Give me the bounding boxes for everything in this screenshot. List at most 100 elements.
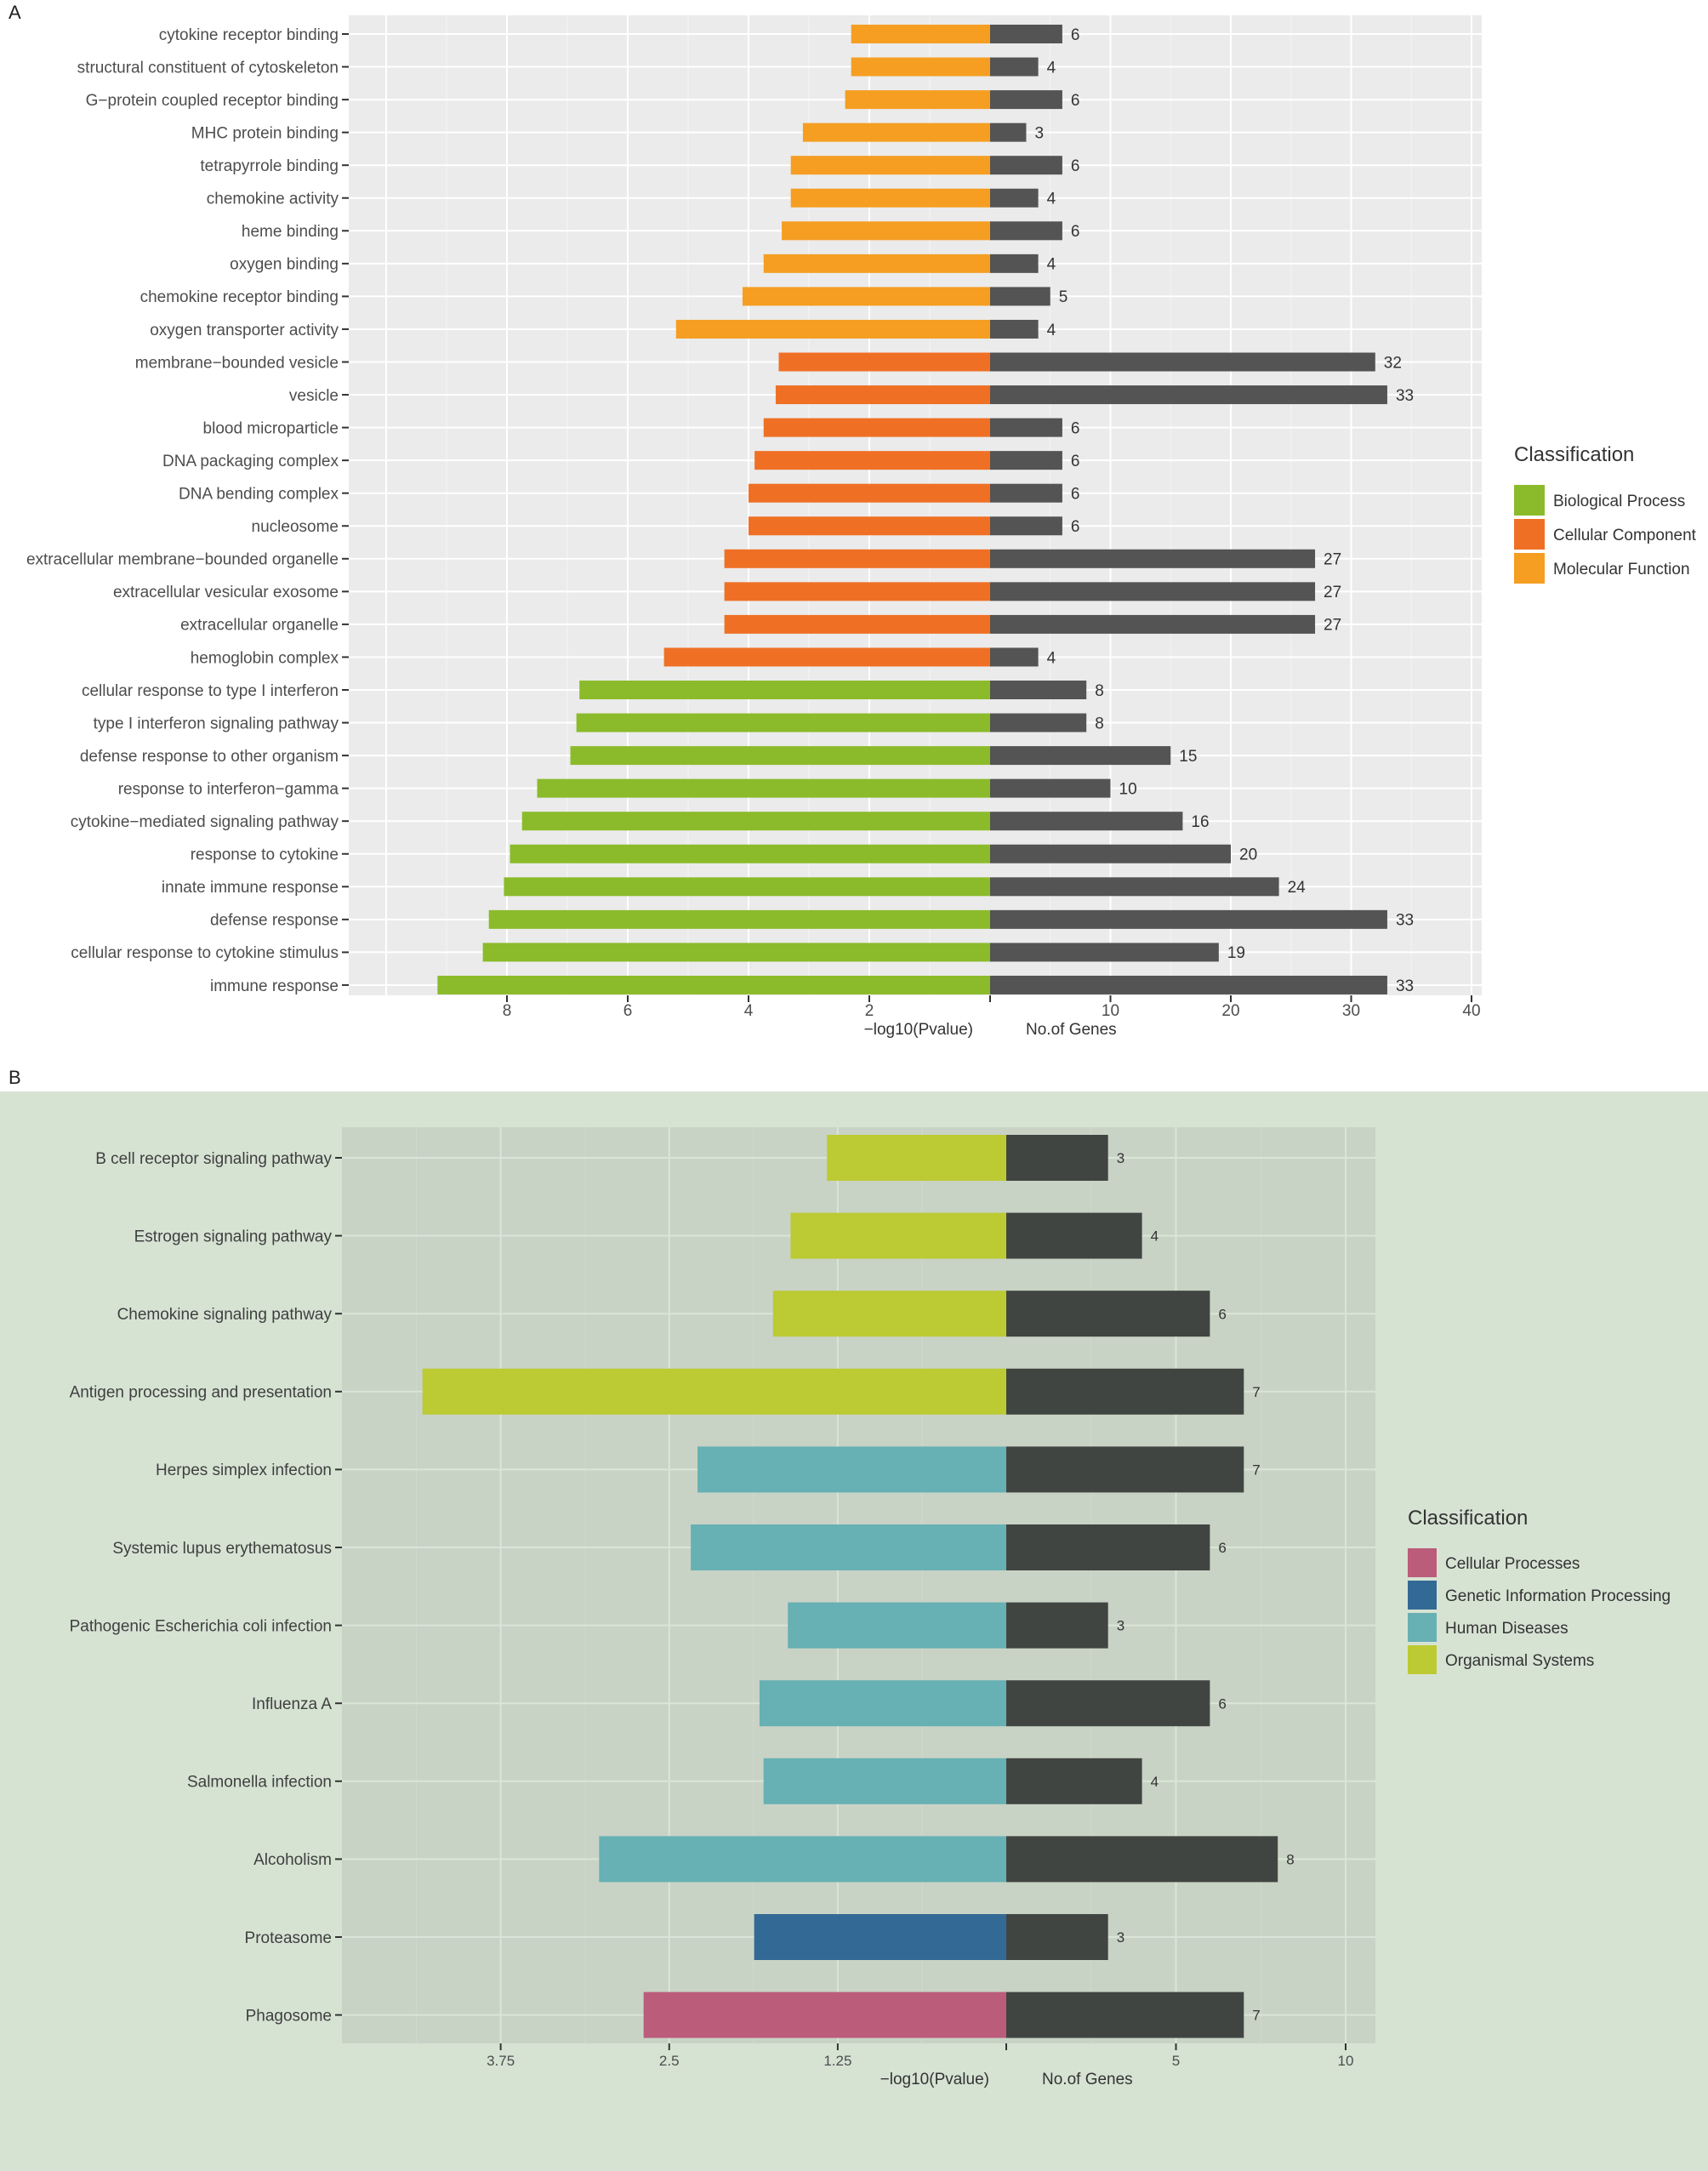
category-label: cytokine receptor binding xyxy=(159,26,339,44)
gene-count-label: 3 xyxy=(1117,1150,1124,1166)
category-label: G−protein coupled receptor binding xyxy=(86,92,339,110)
pvalue-bar xyxy=(504,877,990,897)
chart-a: 6 cytokine receptor binding 4 structural co… xyxy=(26,15,1697,1039)
pvalue-bar xyxy=(724,549,990,568)
gene-count-bar xyxy=(990,681,1087,699)
pvalue-bar xyxy=(488,909,990,929)
category-label: immune response xyxy=(210,977,339,995)
gene-count-bar xyxy=(990,254,1039,273)
gene-count-label: 33 xyxy=(1396,912,1414,930)
pvalue-bar xyxy=(675,319,990,339)
x-tick-label: 10 xyxy=(1338,2053,1354,2069)
pvalue-bar xyxy=(599,1836,1006,1883)
gene-count-label: 8 xyxy=(1095,715,1104,732)
gene-count-bar xyxy=(990,877,1279,897)
gene-count-bar xyxy=(990,25,1062,43)
gene-count-label: 16 xyxy=(1191,813,1209,831)
gene-count-bar xyxy=(1006,1446,1244,1493)
category-label: extracellular vesicular exosome xyxy=(113,584,339,601)
gene-count-label: 3 xyxy=(1117,1929,1124,1946)
pvalue-bar xyxy=(579,681,990,699)
gene-count-label: 27 xyxy=(1324,617,1341,635)
gene-count-bar xyxy=(990,812,1183,831)
x-axis: 3.75 2.5 1.25 5 10 −log10(Pvalue) No.of Genes xyxy=(487,2043,1353,2088)
category-label: tetrapyrrole binding xyxy=(200,157,339,175)
pvalue-bar xyxy=(437,975,990,994)
pvalue-bar xyxy=(570,746,990,766)
x-tick-label: 5 xyxy=(1172,2053,1180,2069)
x-tick-label: 8 xyxy=(503,1002,512,1020)
category-label: chemokine receptor binding xyxy=(140,288,339,306)
legend-swatch xyxy=(1514,485,1545,516)
category-label: Herpes simplex infection xyxy=(156,1462,332,1479)
category-label: cellular response to cytokine stimulus xyxy=(71,944,339,962)
category-label: Alcoholism xyxy=(253,1851,332,1869)
pvalue-bar xyxy=(576,713,990,732)
legend-item-label: Organismal Systems xyxy=(1445,1652,1594,1670)
x-axis-label-left: −log10(Pvalue) xyxy=(880,2071,989,2088)
pvalue-bar xyxy=(724,582,990,601)
category-label: oxygen binding xyxy=(230,256,339,274)
gene-count-label: 6 xyxy=(1071,486,1080,504)
legend-item-label: Cellular Component xyxy=(1553,527,1697,544)
category-label: Estrogen signaling pathway xyxy=(134,1228,333,1245)
x-tick-label: 3.75 xyxy=(487,2053,515,2069)
category-label: Systemic lupus erythematosus xyxy=(112,1540,332,1558)
gene-count-bar xyxy=(1006,1524,1210,1570)
chart-b: 3 B cell receptor signaling pathway 4 Estro… xyxy=(70,1127,1671,2088)
pvalue-bar xyxy=(510,844,990,863)
gene-count-label: 8 xyxy=(1286,1852,1294,1868)
gene-count-bar xyxy=(990,844,1231,863)
category-label: vesicle xyxy=(289,387,339,405)
legend-swatch xyxy=(1408,1581,1437,1610)
legend-item-label: Human Diseases xyxy=(1445,1620,1569,1638)
category-label: membrane−bounded vesicle xyxy=(135,354,339,372)
gene-count-bar xyxy=(990,221,1062,241)
category-label: cellular response to type I interferon xyxy=(82,682,339,700)
gene-count-bar xyxy=(990,188,1039,208)
gene-count-label: 10 xyxy=(1119,780,1137,798)
category-label: Influenza A xyxy=(252,1695,332,1713)
gene-count-bar xyxy=(990,746,1171,766)
gene-count-label: 33 xyxy=(1396,977,1414,995)
gene-count-label: 3 xyxy=(1034,124,1044,142)
category-label: extracellular organelle xyxy=(180,617,339,635)
gene-count-label: 27 xyxy=(1324,584,1341,601)
category-label: Phagosome xyxy=(246,2007,332,2025)
pvalue-bar xyxy=(422,1368,1006,1415)
gene-count-bar xyxy=(990,156,1062,175)
legend-swatch xyxy=(1408,1548,1437,1577)
gene-count-bar xyxy=(990,385,1387,405)
pvalue-bar xyxy=(697,1446,1006,1493)
category-label: MHC protein binding xyxy=(191,124,339,142)
gene-count-bar xyxy=(990,287,1050,306)
category-label: response to cytokine xyxy=(191,846,339,864)
pvalue-bar xyxy=(827,1135,1006,1181)
gene-count-label: 7 xyxy=(1252,2008,1260,2024)
category-label: nucleosome xyxy=(252,518,339,536)
pvalue-bar xyxy=(749,516,990,536)
x-tick-label: 40 xyxy=(1462,1002,1480,1020)
legend-item-label: Genetic Information Processing xyxy=(1445,1587,1671,1605)
gene-count-bar xyxy=(990,778,1111,798)
gene-count-bar xyxy=(1006,1836,1278,1883)
category-label: chemokine activity xyxy=(207,191,339,208)
gene-count-label: 32 xyxy=(1384,354,1402,372)
category-label: response to interferon−gamma xyxy=(118,780,339,798)
gene-count-label: 6 xyxy=(1071,453,1080,470)
gene-count-label: 4 xyxy=(1047,649,1056,667)
legend-title: Classification xyxy=(1514,443,1634,466)
gene-count-bar xyxy=(990,713,1087,732)
legend-swatch xyxy=(1408,1645,1437,1674)
category-label: Salmonella infection xyxy=(187,1774,332,1792)
gene-count-bar xyxy=(990,451,1062,470)
gene-count-bar xyxy=(990,549,1316,568)
category-label: DNA packaging complex xyxy=(162,453,339,470)
legend-swatch xyxy=(1408,1613,1437,1642)
pvalue-bar xyxy=(790,1212,1006,1259)
pvalue-bar xyxy=(663,647,990,667)
x-axis-label-right: No.of Genes xyxy=(1042,2071,1133,2088)
x-tick-label: 20 xyxy=(1221,1002,1239,1020)
gene-count-bar xyxy=(990,90,1062,110)
legend-swatch xyxy=(1514,553,1545,584)
